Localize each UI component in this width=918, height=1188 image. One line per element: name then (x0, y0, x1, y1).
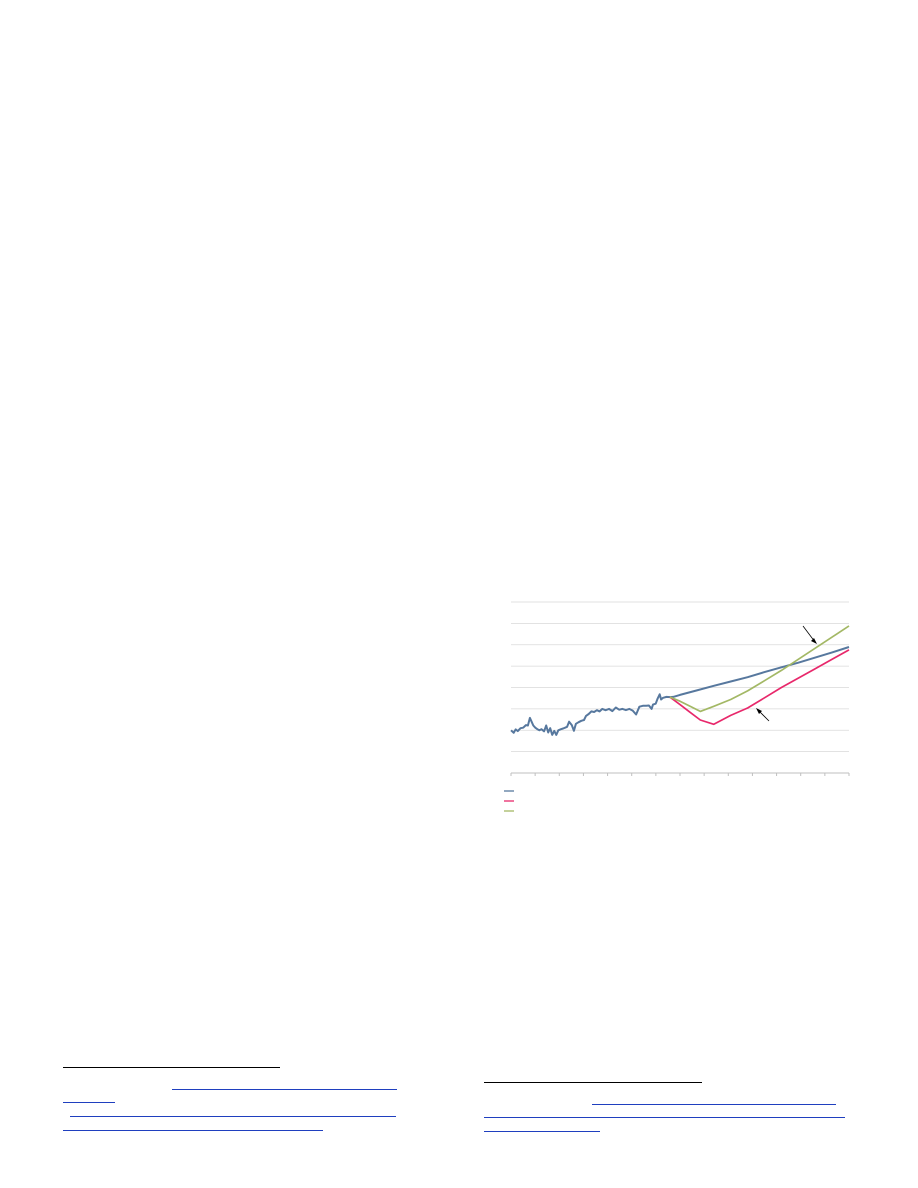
chart-legend (504, 790, 514, 812)
footnote-link-left-4[interactable] (63, 1130, 323, 1131)
chart (504, 601, 850, 812)
footnote-link-left-2[interactable] (63, 1102, 115, 1103)
annotation-arrowhead-green (811, 638, 817, 644)
footnote-link-left-3[interactable] (70, 1116, 396, 1117)
chart-gridlines (511, 601, 849, 753)
footnote-rule-right (484, 1082, 702, 1083)
chart-annotations (756, 625, 817, 722)
chart-series (510, 625, 850, 736)
footnote-link-right-1[interactable] (592, 1104, 836, 1105)
footnote-rule-left (63, 1067, 280, 1068)
footnote-link-right-2[interactable] (484, 1117, 845, 1118)
footnote-link-left-1[interactable] (172, 1089, 397, 1090)
x-axis (510, 772, 850, 776)
series-line-drop (669, 649, 850, 726)
footnote-link-right-3[interactable] (484, 1131, 600, 1132)
annotation-arrowhead-pink (756, 708, 762, 714)
series-line-actual (510, 646, 850, 736)
series-line-recovery (669, 625, 850, 713)
